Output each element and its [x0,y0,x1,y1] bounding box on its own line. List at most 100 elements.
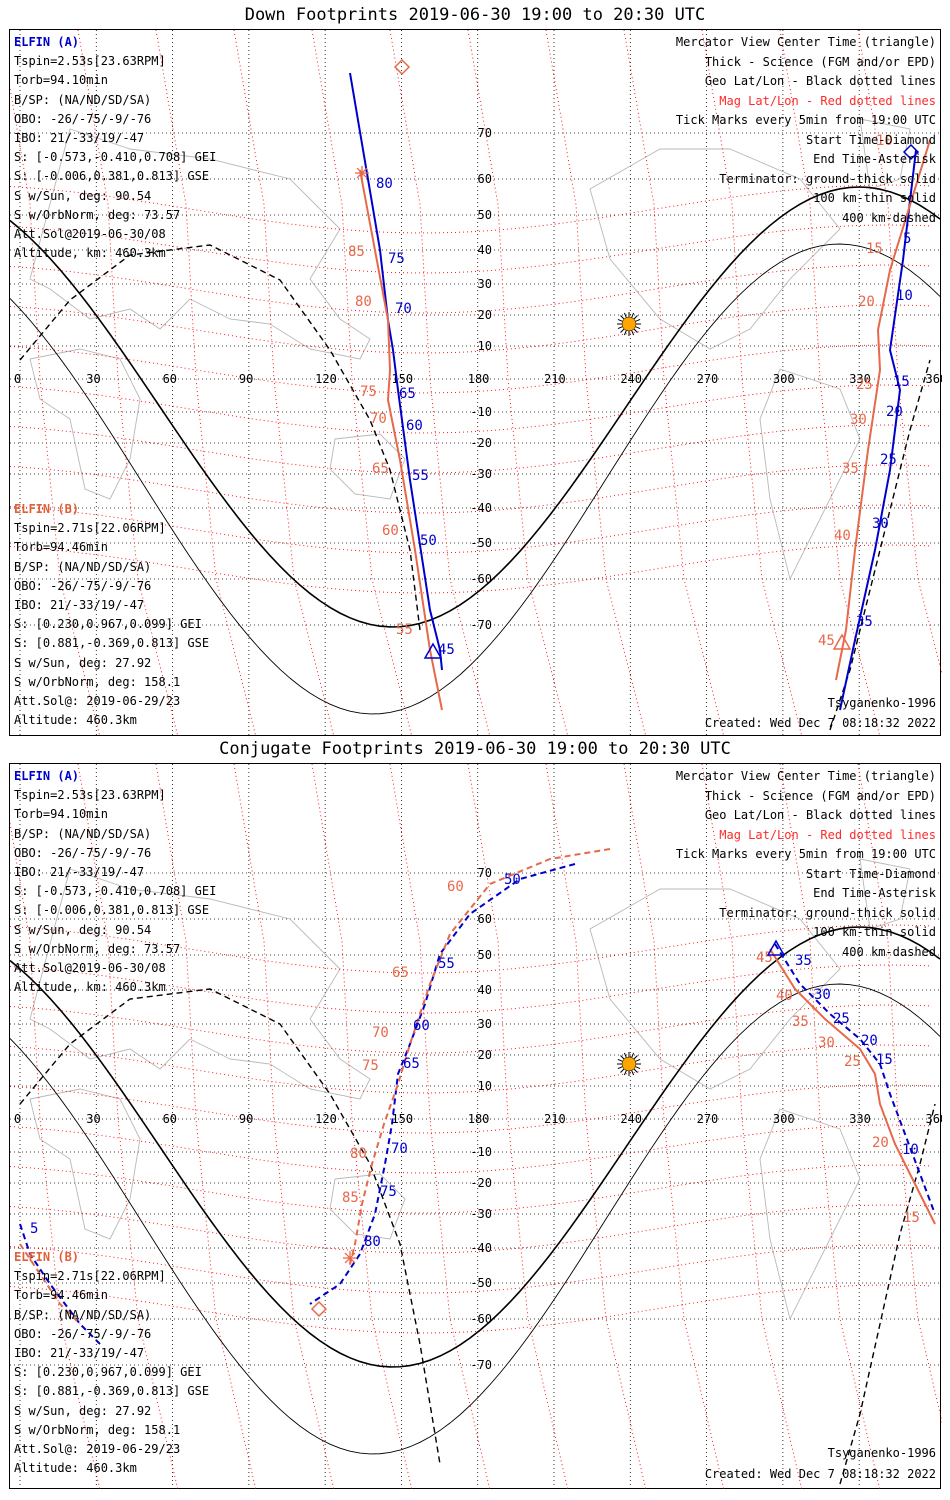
lat-label: 60 [478,912,492,926]
mag-lat-line [10,504,931,554]
lat-label: 60 [478,172,492,186]
mag-lat-line [10,1004,931,1054]
continent-outline [589,888,841,1090]
track-a-label: 20 [861,1033,878,1049]
lon-label: 30 [86,1112,100,1126]
track-b-label: 25 [856,377,873,393]
info-line: 400 km-dashed [842,210,936,225]
track-a-label: 50 [504,872,521,888]
terminator-400km [839,1103,936,1485]
track-a-label: 60 [406,418,423,434]
continent-outline [859,858,911,930]
end-asterisk-b [344,1252,356,1264]
info-line: Thick - Science (FGM and/or EPD) [704,788,936,803]
lon-label: 210 [544,1112,566,1126]
lon-label: 330 [849,1112,871,1126]
track-a-label: 30 [814,987,831,1003]
info-line: End Time-Asterisk [813,152,936,166]
lat-label: -40 [470,501,492,515]
info-line: Tspin=2.71s[22.06RPM] [14,521,166,536]
track-a-label: 30 [872,516,889,532]
elfin-a-info-conjugate: ELFIN (A) Tspin=2.53s[23.63RPM] Torb=94.10… [14,767,216,997]
lon-label: 300 [773,1112,795,1126]
info-line: Torb=94.46min [14,1288,108,1303]
spacecraft-header: ELFIN (B) [14,502,80,516]
info-line: S w/Sun, deg: 27.92 [14,1403,152,1418]
track-a-label: 55 [438,956,455,972]
mag-lat-line [10,224,931,274]
lat-label: 70 [478,126,492,140]
mag-lat-line [10,1124,931,1174]
mag-lat-line [10,1204,931,1254]
lon-label: 270 [697,372,719,386]
mag-lat-line [10,544,931,594]
track-b-label: 35 [842,461,859,477]
credit-conjugate: Tsyganenko-1996 [827,1446,936,1460]
lon-label: 0 [14,372,21,386]
terminator-400km [19,988,441,1465]
terminator-100km [10,243,941,715]
continent-outline [859,118,911,190]
track-a-label: 5 [903,231,911,247]
map-svg-conjugate: 0 30 60 90 120 150 180 210 240 270 300 330 360 70 60 50… [10,764,942,1490]
continent-outline [29,868,371,1100]
track-a-label: 45 [438,642,455,658]
info-line: S w/OrbNorm, deg: 73.57 [14,941,181,956]
mag-lon-line [779,764,881,1490]
center-triangle-a [423,642,443,659]
lon-label: 240 [620,1112,642,1126]
mag-lon-line [467,764,569,1490]
info-line: Mercator View Center Time (triangle) [675,35,936,49]
info-line: Tick Marks every 5min from 19:00 UTC [675,113,936,127]
track-a-label: 10 [896,288,913,304]
track-b-label: 40 [834,528,851,544]
info-line: S: [0.881,-0.369,0.813] GSE [14,1384,210,1399]
lat-label: 70 [478,866,492,880]
lon-label: 60 [163,1112,177,1126]
track-b-label: 60 [447,879,464,895]
info-line: Att.Sol@2019-06-30/08 [14,961,166,976]
elfin-b-info-down: ELFIN (B) Tspin=2.71s[22.06RPM] Torb=94.46… [14,500,209,730]
mag-lat-line [10,344,931,394]
info-line: Torb=94.10min [14,807,108,822]
mag-lon-line [10,820,101,1490]
track-a-label: 80 [364,1234,381,1250]
lon-label: 90 [239,372,253,386]
lon-label: 30 [86,372,100,386]
info-line: OBO: -26/-75/-9/-76 [14,578,152,593]
mag-lon-line [155,764,257,1490]
track-b-label: 75 [360,384,377,400]
track-b-label: 20 [872,1135,889,1151]
lat-label: 30 [478,1017,492,1031]
track-elfin-a-east [839,149,917,711]
track-b-label: 15 [866,241,883,257]
track-b-label: 65 [392,965,409,981]
lat-label: 30 [478,277,492,291]
lat-label: 10 [478,1079,492,1093]
info-line: B/SP: (NA/ND/SD/SA) [14,826,152,841]
terminator-ground [10,926,941,1368]
info-line: B/SP: (NA/ND/SD/SA) [14,92,152,107]
lat-label: -20 [470,436,492,450]
terminator-ground [10,186,941,628]
mag-lat-line [10,464,931,514]
created-down: Created: Wed Dec 7 08:18:32 2022 [704,716,936,730]
lat-label: -30 [470,467,492,481]
track-a-label: 10 [902,1142,919,1158]
lon-label: 360 [925,1112,942,1126]
mag-lon-line [389,764,491,1490]
mag-lat-line [10,384,931,434]
info-line: End Time-Asterisk [813,886,936,900]
lat-label: 50 [478,208,492,222]
start-diamond-a [902,143,920,161]
info-line: Mag Lat/Lon - Red dotted lines [719,827,936,842]
mag-lat-line [10,1084,931,1134]
elfin-a-info-down: ELFIN (A) Tspin=2.53s[23.63RPM] Torb=94.10… [14,33,216,263]
mag-lat-line [10,184,931,234]
info-line: OBO: -26/-75/-9/-76 [14,111,152,126]
info-line: S: [0.230,0.967,0.099] GEI [14,617,202,632]
track-b-label: 65 [372,461,389,477]
mag-lat-line [10,1164,931,1214]
lat-label: -50 [470,1276,492,1290]
track-b-label: 85 [342,1190,359,1206]
